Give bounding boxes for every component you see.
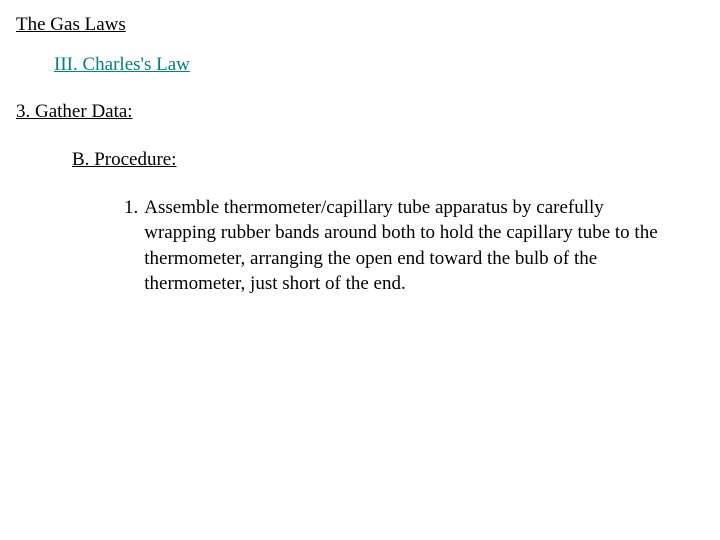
step-number: 3. [16, 101, 30, 122]
section-number: III. [54, 54, 78, 75]
procedure-item-number: 1. [124, 195, 138, 298]
section-heading: III. Charles's Law [54, 52, 704, 78]
procedure-item-text: Assemble thermometer/capillary tube appa… [144, 195, 674, 298]
subsection-label: Procedure: [94, 149, 176, 170]
step-label: Gather Data: [35, 101, 133, 122]
subsection-heading: B. Procedure: [72, 147, 704, 173]
procedure-item: 1. Assemble thermometer/capillary tube a… [124, 195, 674, 298]
title-text: The Gas Laws [16, 14, 126, 35]
page-title: The Gas Laws [16, 12, 704, 38]
step-heading: 3. Gather Data: [16, 99, 704, 125]
section-label: Charles's Law [82, 54, 189, 75]
subsection-number: B. [72, 149, 89, 170]
